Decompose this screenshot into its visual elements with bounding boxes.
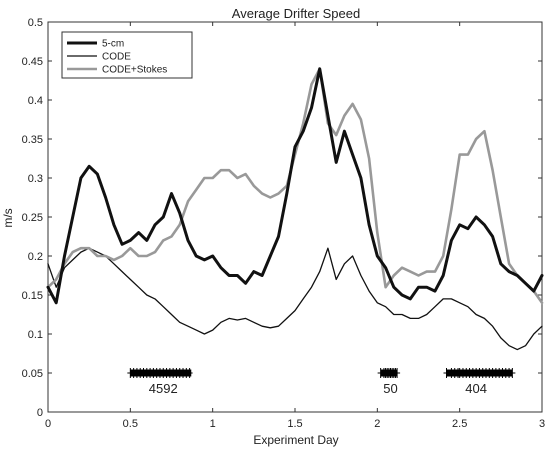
count-label: 404 xyxy=(465,381,487,396)
series-line-code-stokes xyxy=(46,67,544,305)
y-tick-label: 0.45 xyxy=(22,56,43,68)
y-tick-label: 0.2 xyxy=(28,251,43,263)
x-tick-label: 0 xyxy=(45,418,51,430)
x-tick-label: 1.5 xyxy=(287,418,302,430)
legend: 5-cm CODE CODE+Stokes xyxy=(61,31,193,79)
legend-label-code-stokes: CODE+Stokes xyxy=(102,65,167,76)
y-tick-label: 0.1 xyxy=(28,329,43,341)
y-tick-label: 0.35 xyxy=(22,134,43,146)
x-tick-label: 2 xyxy=(374,418,380,430)
count-label: 50 xyxy=(383,381,397,396)
legend-label-code: CODE xyxy=(102,52,131,63)
x-tick-label: 3 xyxy=(539,418,545,430)
chart-title: Average Drifter Speed xyxy=(232,6,360,21)
y-tick-label: 0.3 xyxy=(28,173,43,185)
plot-area: 0 0.5 1 1.5 2 2.5 3 0 0.05 0.1 0.15 0.2 0.25 0.3 0.35 0… xyxy=(22,17,545,430)
count-label: 4592 xyxy=(149,381,178,396)
x-axis-label: Experiment Day xyxy=(253,433,338,447)
legend-label-5-cm: 5-cm xyxy=(102,39,124,50)
y-tick-label: 0.25 xyxy=(22,212,43,224)
plot-frame xyxy=(47,21,543,413)
series-line-code xyxy=(47,247,543,351)
series-line-5-cm xyxy=(46,67,544,305)
y-tick-label: 0.4 xyxy=(28,95,43,107)
y-axis-label: m/s xyxy=(1,208,15,227)
y-tick-label: 0.05 xyxy=(22,368,43,380)
y-tick-label: 0 xyxy=(37,407,43,419)
x-tick-label: 0.5 xyxy=(123,418,138,430)
y-tick-label: 0.15 xyxy=(22,290,43,302)
legend-box xyxy=(61,31,193,79)
x-tick-label: 2.5 xyxy=(452,418,467,430)
x-tick-label: 1 xyxy=(210,418,216,430)
y-tick-label: 0.5 xyxy=(28,17,43,29)
